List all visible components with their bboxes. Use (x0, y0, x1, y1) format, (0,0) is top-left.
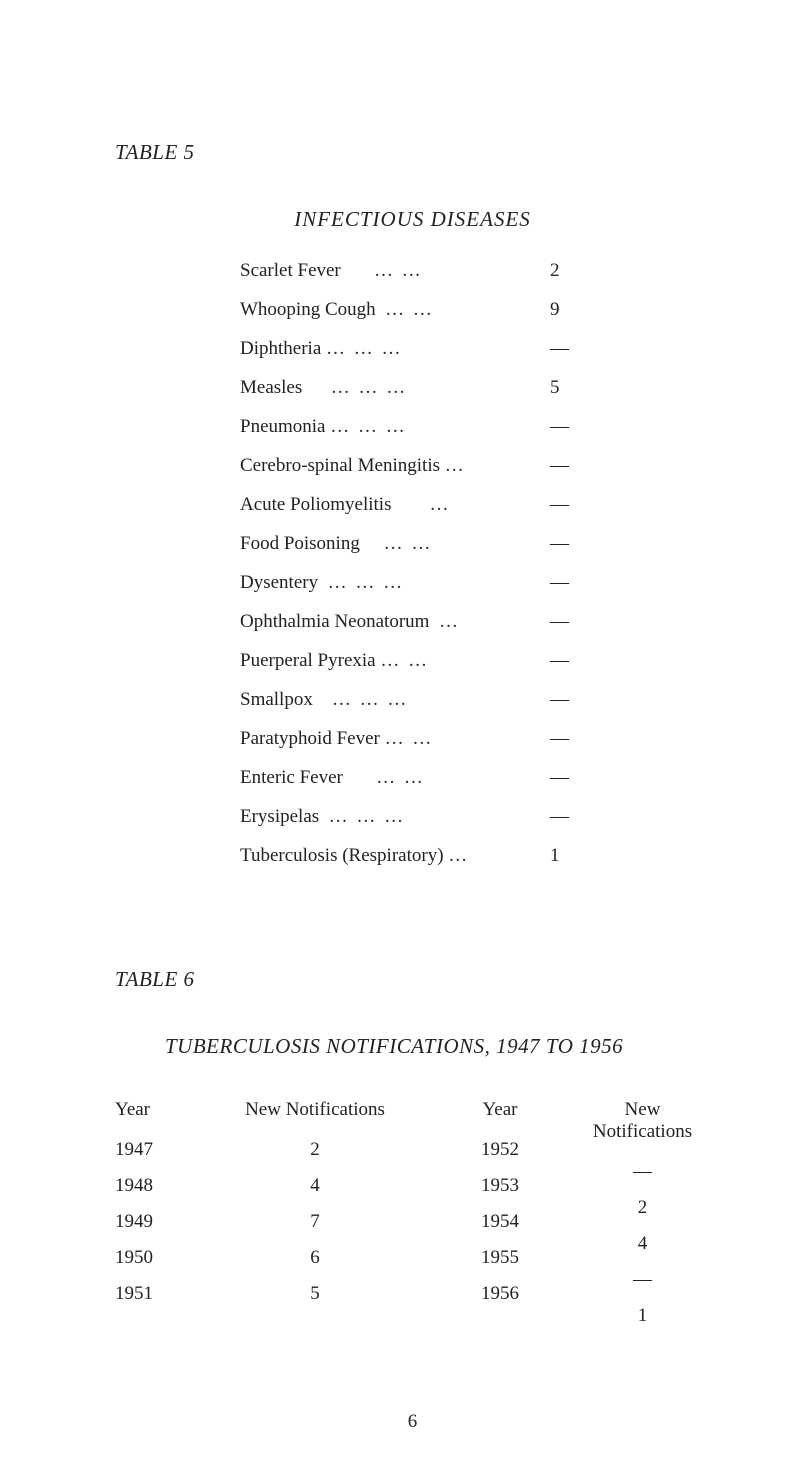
tb-header-notifications: New Notifications (575, 1099, 710, 1143)
disease-value: — (550, 689, 567, 711)
disease-value: — (550, 728, 567, 750)
disease-label: Ophthalmia Neonatorum … (240, 611, 550, 633)
disease-label: Cerebro-spinal Meningitis … (240, 455, 550, 477)
table-row: Enteric Fever … …— (240, 767, 710, 789)
table-row: Acute Poliomyelitis …— (240, 494, 710, 516)
disease-value: — (550, 494, 567, 516)
tb-value: 4 (205, 1175, 425, 1197)
tb-year: 1955 (425, 1247, 575, 1269)
disease-value: 5 (550, 377, 560, 399)
tb-value: 1 (575, 1305, 710, 1327)
disease-label: Puerperal Pyrexia … … (240, 650, 550, 672)
disease-label: Enteric Fever … … (240, 767, 550, 789)
table-row: Whooping Cough … …9 (240, 299, 710, 321)
tb-value: 2 (205, 1139, 425, 1161)
table-row: Ophthalmia Neonatorum …— (240, 611, 710, 633)
infectious-diseases-title: INFECTIOUS DISEASES (115, 207, 710, 232)
disease-value: — (550, 806, 567, 828)
tb-year: 1954 (425, 1211, 575, 1233)
tb-year: 1956 (425, 1283, 575, 1305)
disease-label: Acute Poliomyelitis … (240, 494, 550, 516)
tb-notif-column-2: New Notifications — 2 4 — 1 (575, 1099, 710, 1341)
tuberculosis-table: Year 1947 1948 1949 1950 1951 New Notifi… (115, 1099, 710, 1341)
disease-value: — (550, 455, 567, 477)
disease-value: — (550, 611, 567, 633)
disease-label: Erysipelas … … … (240, 806, 550, 828)
table-row: Food Poisoning … …— (240, 533, 710, 555)
tb-header-notifications: New Notifications (205, 1099, 425, 1121)
table-row: Diphtheria … … …— (240, 338, 710, 360)
disease-value: 1 (550, 845, 560, 867)
tb-year: 1951 (115, 1283, 205, 1305)
tb-value: 4 (575, 1233, 710, 1255)
disease-value: 9 (550, 299, 560, 321)
tb-year: 1950 (115, 1247, 205, 1269)
table-5-heading: TABLE 5 (115, 140, 710, 165)
table-row: Cerebro-spinal Meningitis …— (240, 455, 710, 477)
tb-value: — (575, 1269, 710, 1291)
table-row: Dysentery … … …— (240, 572, 710, 594)
table-row: Pneumonia … … …— (240, 416, 710, 438)
table-6-heading: TABLE 6 (115, 967, 710, 992)
table-row: Puerperal Pyrexia … …— (240, 650, 710, 672)
table-row: Smallpox … … …— (240, 689, 710, 711)
disease-label: Smallpox … … … (240, 689, 550, 711)
disease-label: Tuberculosis (Respiratory) … (240, 845, 550, 867)
disease-value: — (550, 767, 567, 789)
disease-label: Food Poisoning … … (240, 533, 550, 555)
document-page: TABLE 5 INFECTIOUS DISEASES Scarlet Feve… (0, 0, 800, 1483)
disease-label: Scarlet Fever … … (240, 260, 550, 282)
tb-value: 2 (575, 1197, 710, 1219)
tb-value: 6 (205, 1247, 425, 1269)
disease-label: Dysentery … … … (240, 572, 550, 594)
tb-year-column-2: Year 1952 1953 1954 1955 1956 (425, 1099, 575, 1341)
table-row: Tuberculosis (Respiratory) …1 (240, 845, 710, 867)
tb-year: 1949 (115, 1211, 205, 1233)
tb-year: 1947 (115, 1139, 205, 1161)
disease-label: Paratyphoid Fever … … (240, 728, 550, 750)
disease-value: — (550, 416, 567, 438)
tb-year: 1952 (425, 1139, 575, 1161)
table-row: Measles … … …5 (240, 377, 710, 399)
tuberculosis-title: TUBERCULOSIS NOTIFICATIONS, 1947 TO 1956 (165, 1034, 710, 1059)
disease-value: — (550, 650, 567, 672)
tb-header-year: Year (115, 1099, 205, 1121)
disease-label: Diphtheria … … … (240, 338, 550, 360)
tb-year: 1953 (425, 1175, 575, 1197)
disease-label: Whooping Cough … … (240, 299, 550, 321)
tb-year: 1948 (115, 1175, 205, 1197)
disease-label: Measles … … … (240, 377, 550, 399)
tb-value: 5 (205, 1283, 425, 1305)
tb-year-column-1: Year 1947 1948 1949 1950 1951 (115, 1099, 205, 1341)
tb-notif-column-1: New Notifications 2 4 7 6 5 (205, 1099, 425, 1341)
tb-header-year: Year (425, 1099, 575, 1121)
tb-value: — (575, 1161, 710, 1183)
disease-label: Pneumonia … … … (240, 416, 550, 438)
page-number: 6 (115, 1411, 710, 1433)
table-row: Scarlet Fever … …2 (240, 260, 710, 282)
disease-value: — (550, 338, 567, 360)
tb-value: 7 (205, 1211, 425, 1233)
disease-value: 2 (550, 260, 560, 282)
disease-value: — (550, 572, 567, 594)
table-row: Paratyphoid Fever … …— (240, 728, 710, 750)
infectious-diseases-table: Scarlet Fever … …2 Whooping Cough … …9 D… (240, 260, 710, 867)
table-row: Erysipelas … … …— (240, 806, 710, 828)
disease-value: — (550, 533, 567, 555)
